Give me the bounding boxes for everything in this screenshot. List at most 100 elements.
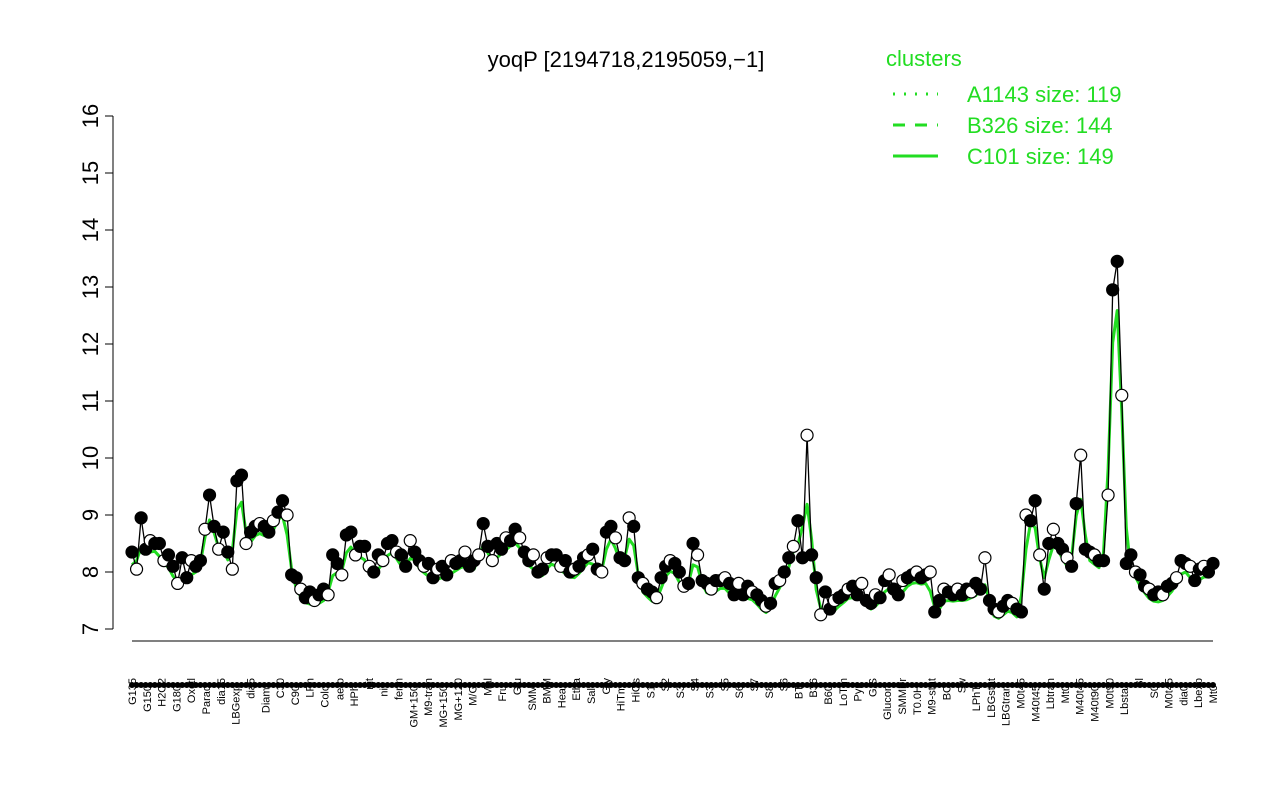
- x-tick-dot: [211, 682, 218, 688]
- x-tick-dot: [1073, 682, 1080, 688]
- x-tick-dot: [284, 682, 291, 688]
- x-tick-dot: [233, 682, 240, 688]
- data-point: [1169, 571, 1184, 585]
- x-tick-dot: [252, 682, 259, 688]
- x-tick-label: H2O2: [157, 678, 169, 707]
- x-tick-dot: [1127, 682, 1134, 688]
- x-tick-dot: [129, 682, 135, 688]
- x-tick-dot: [1000, 682, 1007, 688]
- x-tick-label: Gly: [601, 678, 613, 695]
- x-tick-dot: [1159, 682, 1166, 688]
- x-tick-dot: [256, 682, 263, 688]
- x-tick-label: Mt0: [1060, 685, 1072, 703]
- data-point: [818, 585, 832, 599]
- x-tick-label: C30: [275, 678, 287, 698]
- x-tick-dot: [808, 682, 815, 688]
- x-tick-dot: [817, 682, 824, 688]
- x-tick-dot: [744, 682, 751, 688]
- x-tick-dot: [1064, 682, 1071, 688]
- x-tick-dot: [224, 682, 231, 688]
- x-tick-dot: [1168, 682, 1175, 688]
- x-tick-label: G/S: [867, 678, 879, 697]
- x-tick-label: BT: [793, 685, 805, 699]
- x-tick-dot: [867, 682, 874, 688]
- x-tick-dot: [1132, 682, 1139, 688]
- x-tick-label: C90: [290, 685, 302, 705]
- data-point: [403, 534, 417, 548]
- data-point: [234, 468, 249, 482]
- x-tick-dot: [1027, 682, 1034, 688]
- data-point: [686, 536, 700, 551]
- x-tick-dot: [503, 682, 510, 688]
- x-tick-dot: [1077, 682, 1084, 688]
- x-tick-dot: [174, 682, 181, 688]
- x-tick-label: LBGexp: [231, 685, 243, 725]
- data-point: [1133, 568, 1147, 582]
- data-point: [1206, 556, 1220, 571]
- x-tick-dot: [1032, 682, 1039, 688]
- legend-entry-a1143: A1143 size: 119: [967, 82, 1122, 107]
- data-point: [440, 568, 454, 582]
- x-tick-label: S8: [764, 685, 776, 698]
- x-tick-dot: [206, 682, 213, 688]
- x-tick-dot: [685, 682, 692, 688]
- x-tick-dot: [977, 682, 984, 688]
- x-tick-label: LBGstat: [986, 678, 998, 718]
- x-tick-label: MG+150: [438, 685, 450, 728]
- x-tick-label: B60: [823, 685, 835, 705]
- x-tick-dot: [940, 682, 947, 688]
- x-tick-label: nit: [364, 678, 376, 690]
- x-tick-dot: [265, 682, 272, 688]
- data-point: [1014, 605, 1029, 619]
- data-point: [791, 514, 805, 528]
- x-tick-dot: [712, 682, 719, 688]
- data-point: [180, 571, 194, 585]
- x-tick-dot: [361, 682, 368, 688]
- x-tick-dot: [220, 682, 227, 688]
- x-tick-label: Salt: [586, 685, 598, 704]
- x-tick-dot: [635, 682, 642, 688]
- x-tick-dot: [945, 682, 952, 688]
- legend-entry-c101: C101 size: 149: [967, 144, 1114, 169]
- x-tick-dot: [379, 682, 386, 688]
- x-tick-dot: [968, 682, 975, 688]
- x-tick-dot: [243, 682, 250, 688]
- x-tick-dot: [895, 682, 902, 688]
- x-tick-dot: [274, 682, 281, 688]
- x-tick-dot: [430, 682, 437, 688]
- x-tick-dot: [1210, 682, 1216, 688]
- x-tick-dot: [521, 682, 528, 688]
- data-point: [973, 582, 987, 596]
- data-point: [376, 553, 390, 568]
- x-tick-dot: [471, 682, 478, 688]
- x-tick-label: Lbstat: [1119, 685, 1131, 715]
- x-tick-dot: [690, 682, 697, 688]
- data-point: [358, 539, 372, 553]
- x-tick-dot: [671, 682, 678, 688]
- x-tick-dot: [872, 682, 879, 688]
- x-tick-dot: [1013, 682, 1020, 688]
- data-point: [618, 553, 632, 568]
- x-tick-dot: [347, 682, 354, 688]
- x-tick-dot: [188, 682, 195, 688]
- x-tick-dot: [238, 682, 245, 688]
- x-tick-label: M9-tran: [423, 678, 435, 716]
- x-tick-dot: [694, 682, 701, 688]
- x-tick-dot: [1004, 682, 1011, 688]
- x-tick-dot: [922, 682, 929, 688]
- chart-title: yoqP [2194718,2195059,−1]: [488, 47, 765, 72]
- x-tick-dot: [352, 682, 359, 688]
- data-point: [800, 428, 814, 442]
- x-tick-label: GM+150: [408, 685, 420, 728]
- x-tick-dot: [731, 682, 738, 688]
- x-tick-label: LoTm: [838, 678, 850, 706]
- x-tick-dot: [612, 682, 619, 688]
- x-tick-dot: [325, 682, 332, 688]
- x-tick-dot: [443, 682, 450, 688]
- data-point: [225, 562, 239, 576]
- x-tick-dot: [639, 682, 646, 688]
- x-tick-dot: [343, 682, 350, 688]
- x-tick-dot: [1114, 682, 1121, 688]
- x-tick-label: T0.0H: [912, 685, 924, 715]
- x-tick-dot: [708, 682, 715, 688]
